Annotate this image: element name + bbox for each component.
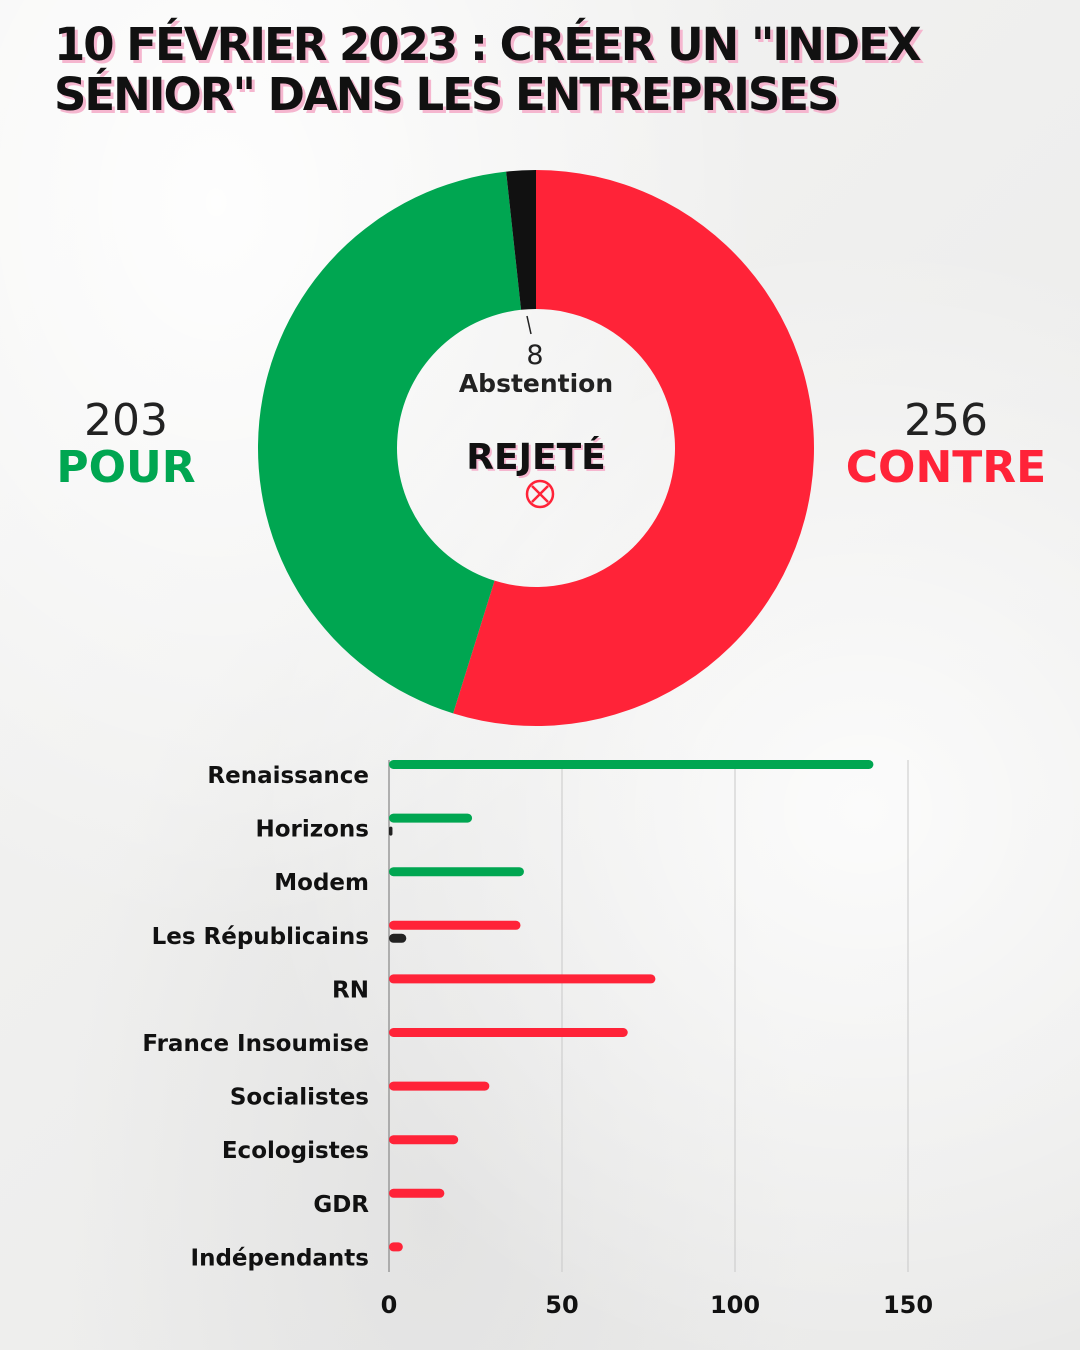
x-tick-label: 50: [545, 1291, 578, 1319]
donut-slice-abstention: [506, 170, 536, 310]
bar-chart: Renaissance Horizons Modem Les Républicains…: [142, 760, 874, 1271]
pour-count: 203: [84, 395, 168, 446]
donut-slice-contre: [453, 170, 814, 726]
bar-contre: [389, 1081, 490, 1091]
category-label: Indépendants: [191, 1245, 369, 1271]
bar-contre: [389, 1135, 459, 1145]
x-tick-label: 150: [883, 1291, 933, 1319]
donut-slice-pour: [258, 171, 522, 714]
result-label: REJETÉ: [466, 436, 605, 478]
category-label: France Insoumise: [142, 1031, 369, 1057]
donut-chart: [258, 170, 814, 726]
category-label: Les Républicains: [152, 924, 369, 950]
bar-chart-grid: 0 50 100 150: [381, 760, 933, 1319]
category-label: RN: [332, 977, 369, 1003]
bar-abstention: [389, 933, 407, 943]
donut-labels: 203 POUR 256 CONTRE 8 Abstention REJETÉ: [56, 315, 1046, 509]
contre-count: 256: [904, 395, 988, 446]
bar-abstention: [389, 826, 393, 836]
abstention-leader-line: [526, 315, 532, 335]
abstention-count: 8: [526, 340, 543, 371]
category-label: Modem: [274, 870, 369, 896]
category-label: Horizons: [255, 817, 369, 843]
pour-label: POUR: [56, 442, 195, 493]
bar-pour: [389, 813, 473, 823]
bar-contre: [389, 1188, 445, 1198]
page-title: 10 FÉVRIER 2023 : CRÉER UN "INDEX SÉNIOR…: [54, 20, 1054, 120]
title-line-2: SÉNIOR" DANS LES ENTREPRISES: [54, 68, 839, 121]
category-label: GDR: [313, 1192, 369, 1218]
category-label: Socialistes: [230, 1085, 369, 1111]
category-label: Renaissance: [207, 763, 369, 789]
x-tick-label: 0: [381, 1291, 398, 1319]
bar-contre: [389, 1028, 628, 1037]
x-tick-label: 100: [710, 1291, 760, 1319]
bar-contre: [389, 1242, 403, 1252]
category-label: Ecologistes: [222, 1138, 369, 1164]
circled-x-icon: [525, 479, 555, 509]
bar-contre: [389, 974, 656, 984]
abstention-label: Abstention: [459, 369, 613, 398]
bar-pour: [389, 760, 874, 769]
title-line-1: 10 FÉVRIER 2023 : CRÉER UN "INDEX: [54, 18, 922, 71]
bar-pour: [389, 867, 524, 877]
bar-contre: [389, 920, 521, 930]
contre-label: CONTRE: [846, 442, 1046, 493]
